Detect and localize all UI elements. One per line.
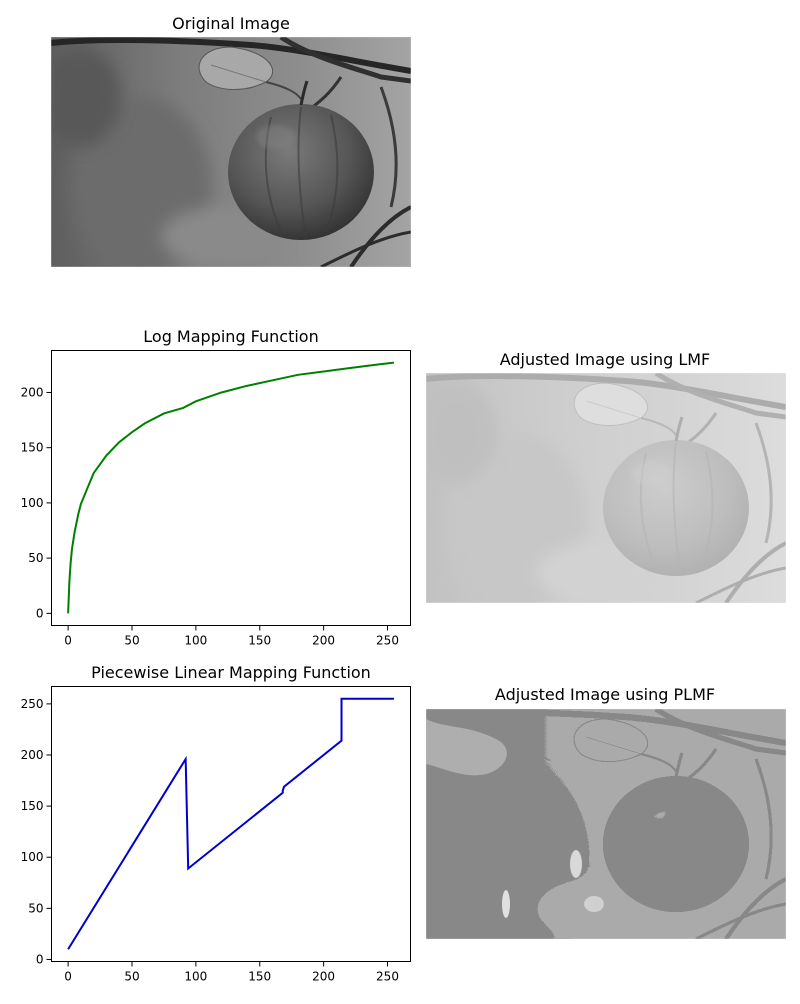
y-tick-label: 200 [21,748,44,762]
y-tick-label: 50 [28,551,43,565]
x-tick-label: 250 [376,634,399,648]
x-tick-label: 200 [312,970,335,984]
lmf-adjusted-image [426,373,786,603]
x-tick-label: 200 [312,634,335,648]
y-tick-label: 100 [21,496,44,510]
series-line [67,361,395,614]
y-tick-label: 0 [36,606,44,620]
x-tick-label: 100 [184,970,207,984]
lmf-image-title: Adjusted Image using LMF [500,350,711,369]
original-image-title: Original Image [172,14,290,33]
series-line [67,697,394,950]
x-tick-label: 50 [124,970,139,984]
y-tick-label: 250 [21,697,44,711]
y-tick-label: 150 [21,441,44,455]
plmf-image-title: Adjusted Image using PLMF [495,685,715,704]
y-tick-label: 50 [28,901,43,915]
plmf-adjusted-image [426,709,786,949]
x-tick-label: 0 [64,634,72,648]
x-tick-label: 250 [376,970,399,984]
log-mapping-chart: Log Mapping Function 0 50 100 150 200 250 0 50 1… [21,327,411,648]
y-tick-label: 150 [21,799,44,813]
y-tick-label: 200 [21,385,44,399]
x-tick-label: 150 [248,970,271,984]
chart-title: Log Mapping Function [143,327,318,346]
plot-area [51,350,411,626]
original-image [41,37,411,277]
piecewise-linear-chart: Piecewise Linear Mapping Function 0 50 100… [21,663,411,984]
x-tick-label: 50 [124,634,139,648]
x-tick-label: 150 [248,634,271,648]
x-tick-label: 0 [64,970,72,984]
x-tick-label: 100 [184,634,207,648]
plot-area [51,686,411,962]
chart-title: Piecewise Linear Mapping Function [91,663,371,682]
y-tick-label: 100 [21,850,44,864]
y-tick-label: 0 [36,952,44,966]
